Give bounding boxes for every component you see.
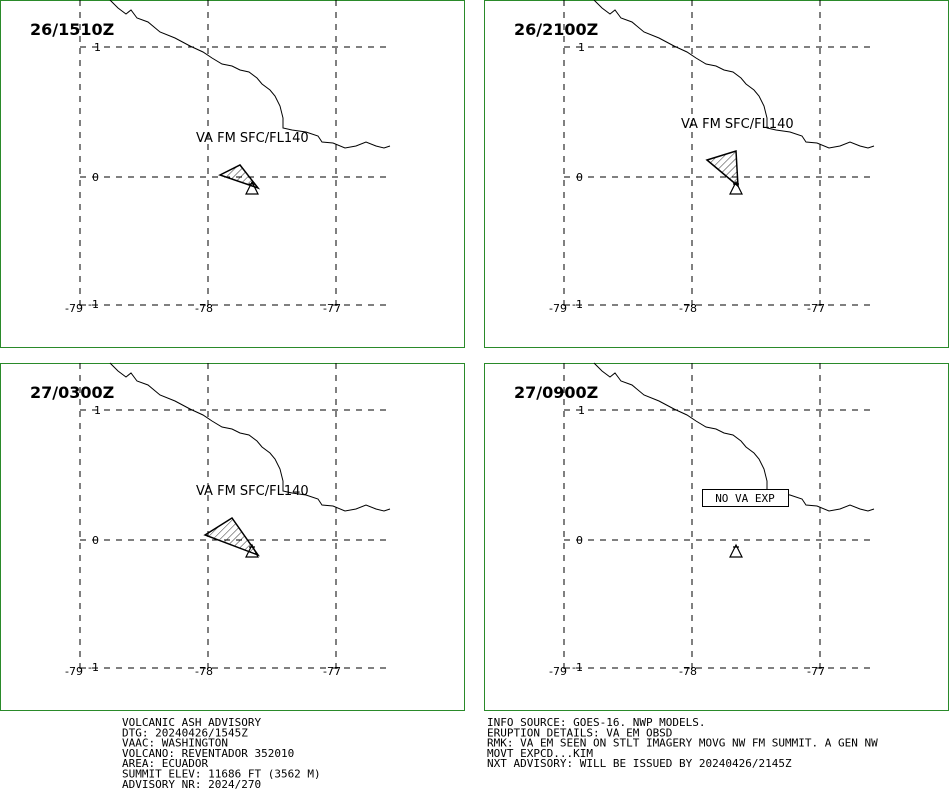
lon-label: -78 [195,665,213,678]
advisory-line: AREA: ECUADOR [122,757,208,770]
volcano-symbol [245,180,259,195]
panel-frame [0,0,465,348]
lon-label: -79 [549,665,567,678]
advisory-line: ADVISORY NR: 2024/270 [122,778,261,791]
ash-label: VA FM SFC/FL140 [196,131,309,146]
advisory-line: SUMMIT ELEV: 11686 FT (3562 M) [122,768,321,781]
lon-label: -79 [65,665,83,678]
advisory-line: VAAC: WASHINGTON [122,737,228,750]
lat-label: 0 [576,534,583,547]
lat-label: 0 [92,171,99,184]
coastline [593,0,875,149]
advisory-line: VOLCANO: REVENTADOR 352010 [122,747,294,760]
advisory-line: VOLCANIC ASH ADVISORY [122,716,261,729]
coastline [109,0,391,149]
map-panel: 1 0 -1 -79 -78 -77 26/1510Z VA FM SFC/FL140 [0,0,465,348]
lon-label: -77 [323,302,341,315]
advisory-line: RMK: VA EM SEEN ON STLT IMAGERY MOVG NW … [487,737,878,750]
valid-time: 27/0900Z [514,383,598,402]
map-panel: 1 0 -1 -79 -78 -77 26/2100Z VA FM SFC/FL140 [484,0,949,348]
lon-label: -77 [807,665,825,678]
map-panel: 1 0 -1 -79 -78 -77 27/0900Z NO VA EXP [484,362,949,711]
advisory-line: NXT ADVISORY: WILL BE ISSUED BY 20240426… [487,757,792,770]
lon-label: -77 [323,665,341,678]
volcano-symbol [729,180,743,195]
map-panel: 1 0 -1 -79 -78 -77 27/0300Z VA FM SFC/FL140 [0,362,465,711]
label-box [702,489,789,507]
valid-time: 26/1510Z [30,20,114,39]
valid-time: 27/0300Z [30,383,114,402]
panel-frame [484,363,949,711]
lat-label: 1 [578,404,585,417]
lat-label: 0 [576,171,583,184]
ash-label: NO VA EXP [715,492,775,505]
lon-label: -79 [549,302,567,315]
lon-label: -77 [807,302,825,315]
lat-label: 1 [94,404,101,417]
advisory-line: MOVT EXPCD...KIM [487,747,593,760]
ash-area [218,164,261,190]
ash-area [203,516,261,557]
volcano-symbol [245,543,259,558]
ash-label: VA FM SFC/FL140 [681,117,794,132]
coastline [593,362,875,512]
ash-label: VA FM SFC/FL140 [196,484,309,499]
lon-label: -78 [679,665,697,678]
panel-frame [0,363,465,711]
advisory-line: ERUPTION DETAILS: VA EM OBSD [487,726,672,739]
lat-label: 0 [92,534,99,547]
lat-label: 1 [578,41,585,54]
ash-area [705,149,739,188]
advisory-line: DTG: 20240426/1545Z [122,726,248,739]
lat-label: -1 [88,298,99,311]
lon-label: -79 [65,302,83,315]
lon-label: -78 [679,302,697,315]
lat-label: -1 [88,661,99,674]
advisory-line: INFO SOURCE: GOES-16. NWP MODELS. [487,716,706,729]
valid-time: 26/2100Z [514,20,598,39]
coastline [109,362,391,512]
lon-label: -78 [195,302,213,315]
lat-label: -1 [572,298,583,311]
volcano-symbol [729,543,743,558]
lat-label: 1 [94,41,101,54]
panel-frame [484,0,949,348]
lat-label: -1 [572,661,583,674]
